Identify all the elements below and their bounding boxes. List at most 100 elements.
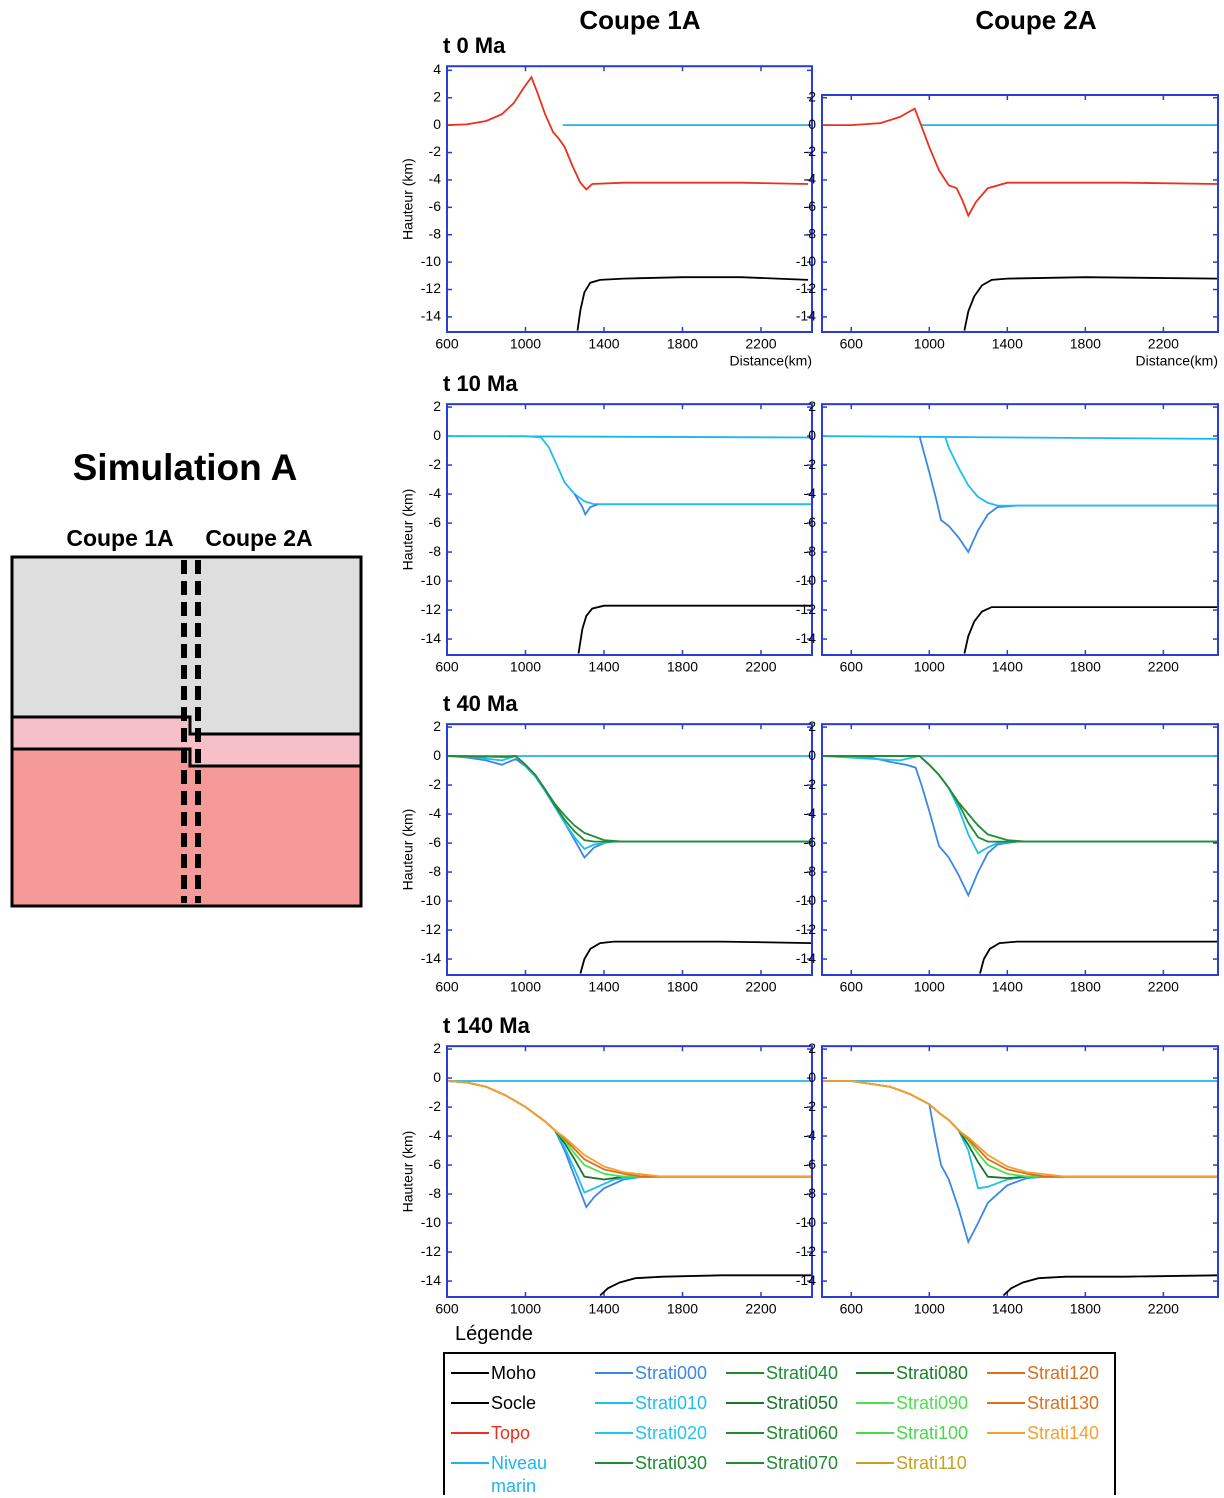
legend-label: Strati080 <box>896 1363 969 1383</box>
y-tick-label: -6 <box>429 198 442 214</box>
column-title: Coupe 2A <box>975 5 1097 35</box>
series-line <box>447 755 812 843</box>
row-title: t 10 Ma <box>443 371 518 396</box>
plot-frame <box>446 403 813 656</box>
y-tick-label: -10 <box>796 253 816 269</box>
plot-frame <box>446 723 813 977</box>
x-tick-label: 2200 <box>1148 979 1179 995</box>
plot-area <box>822 404 1218 655</box>
legend-label: Strati130 <box>1027 1393 1100 1413</box>
y-tick-label: -14 <box>796 1272 816 1288</box>
y-tick-label: 2 <box>808 398 816 414</box>
y-tick-label: -6 <box>429 1156 442 1172</box>
y-tick-label: -6 <box>804 1156 817 1172</box>
legend-item: Strati100 <box>856 1422 974 1445</box>
y-tick-label: -10 <box>421 892 441 908</box>
y-tick-label: 2 <box>808 1040 816 1056</box>
legend-item: Strati040 <box>726 1362 844 1385</box>
x-tick-label: 1800 <box>667 336 698 352</box>
legend-item: Strati030 <box>595 1452 713 1475</box>
legend-swatch <box>595 1432 633 1434</box>
legend-label: Niveau marin <box>491 1453 548 1496</box>
legend-item: Strati070 <box>726 1452 844 1475</box>
y-tick-label: -14 <box>421 308 441 324</box>
y-tick-label: -8 <box>429 225 442 241</box>
x-tick-label: 1400 <box>992 979 1023 995</box>
y-tick-label: -4 <box>429 485 442 501</box>
plot-frame <box>821 93 1219 333</box>
y-tick-label: 4 <box>433 61 441 77</box>
y-tick-label: 0 <box>808 1069 816 1085</box>
x-tick-label: 1400 <box>588 1301 619 1317</box>
y-tick-label: 2 <box>808 88 816 104</box>
x-tick-label: 1400 <box>992 336 1023 352</box>
x-tick-label: 1400 <box>588 336 619 352</box>
y-tick-label: -8 <box>429 863 442 879</box>
legend-title: Légende <box>455 1323 533 1345</box>
y-tick-label: 2 <box>433 398 441 414</box>
y-tick-label: -12 <box>421 601 441 617</box>
legend-label: Socle <box>491 1393 537 1413</box>
row-title: t 140 Ma <box>443 1013 531 1038</box>
legend-item: Strati120 <box>987 1362 1105 1385</box>
y-tick-label: -14 <box>421 630 441 646</box>
y-tick-label: -4 <box>804 485 817 501</box>
legend-swatch <box>726 1432 764 1434</box>
legend-item: Strati020 <box>595 1422 713 1445</box>
plot-frame <box>821 1045 1219 1299</box>
plot-area <box>447 724 812 975</box>
plot-area <box>447 1046 812 1297</box>
series-line <box>447 435 812 506</box>
plot-area <box>822 94 1218 333</box>
y-tick-label: 0 <box>808 427 816 443</box>
y-tick-label: -2 <box>429 456 442 472</box>
y-tick-label: -4 <box>429 171 442 187</box>
y-tick-label: -8 <box>804 543 817 559</box>
y-tick-label: -2 <box>429 143 442 159</box>
x-tick-label: 1000 <box>510 659 541 675</box>
legend-swatch <box>856 1372 894 1374</box>
y-tick-label: -2 <box>804 456 817 472</box>
y-tick-label: 2 <box>808 718 816 734</box>
row-title: t 40 Ma <box>443 691 518 716</box>
series-line <box>979 940 1218 974</box>
plot-area <box>447 66 812 332</box>
series-line <box>822 755 1218 843</box>
legend-swatch <box>856 1432 894 1434</box>
x-tick-label: 1400 <box>992 659 1023 675</box>
legend-swatch <box>451 1462 489 1464</box>
y-tick-label: -8 <box>804 225 817 241</box>
x-tick-label: 1400 <box>588 659 619 675</box>
legend-swatch <box>987 1402 1025 1404</box>
y-tick-label: -2 <box>804 143 817 159</box>
x-axis-label: Distance(km) <box>1136 353 1218 369</box>
legend-item: Topo <box>451 1422 569 1445</box>
y-tick-label: -2 <box>804 1098 817 1114</box>
series-line <box>1002 1274 1218 1297</box>
x-tick-label: 1000 <box>914 336 945 352</box>
legend-label: Strati040 <box>766 1363 839 1383</box>
y-tick-label: -12 <box>796 1243 816 1259</box>
y-tick-label: 2 <box>433 88 441 104</box>
series-line <box>447 1080 812 1178</box>
plot-frame <box>446 1045 813 1299</box>
legend-label: Strati050 <box>766 1393 839 1413</box>
legend-label: Strati010 <box>635 1393 708 1413</box>
legend-label: Strati090 <box>896 1393 969 1413</box>
y-tick-label: -14 <box>421 1272 441 1288</box>
legend-label: Strati100 <box>896 1423 969 1443</box>
series-line <box>822 1080 1218 1178</box>
diagram-label: Coupe 1A <box>66 525 173 551</box>
x-tick-label: 2200 <box>745 1301 776 1317</box>
legend-swatch <box>726 1462 764 1464</box>
legend-swatch <box>856 1402 894 1404</box>
x-tick-label: 600 <box>435 659 459 675</box>
y-tick-label: -2 <box>429 776 442 792</box>
plot-frame <box>821 403 1219 656</box>
y-tick-label: 2 <box>433 718 441 734</box>
diagram-frame <box>10 555 363 908</box>
x-tick-label: 600 <box>435 1301 459 1317</box>
x-tick-label: 2200 <box>745 336 776 352</box>
plot-frame <box>446 65 813 333</box>
